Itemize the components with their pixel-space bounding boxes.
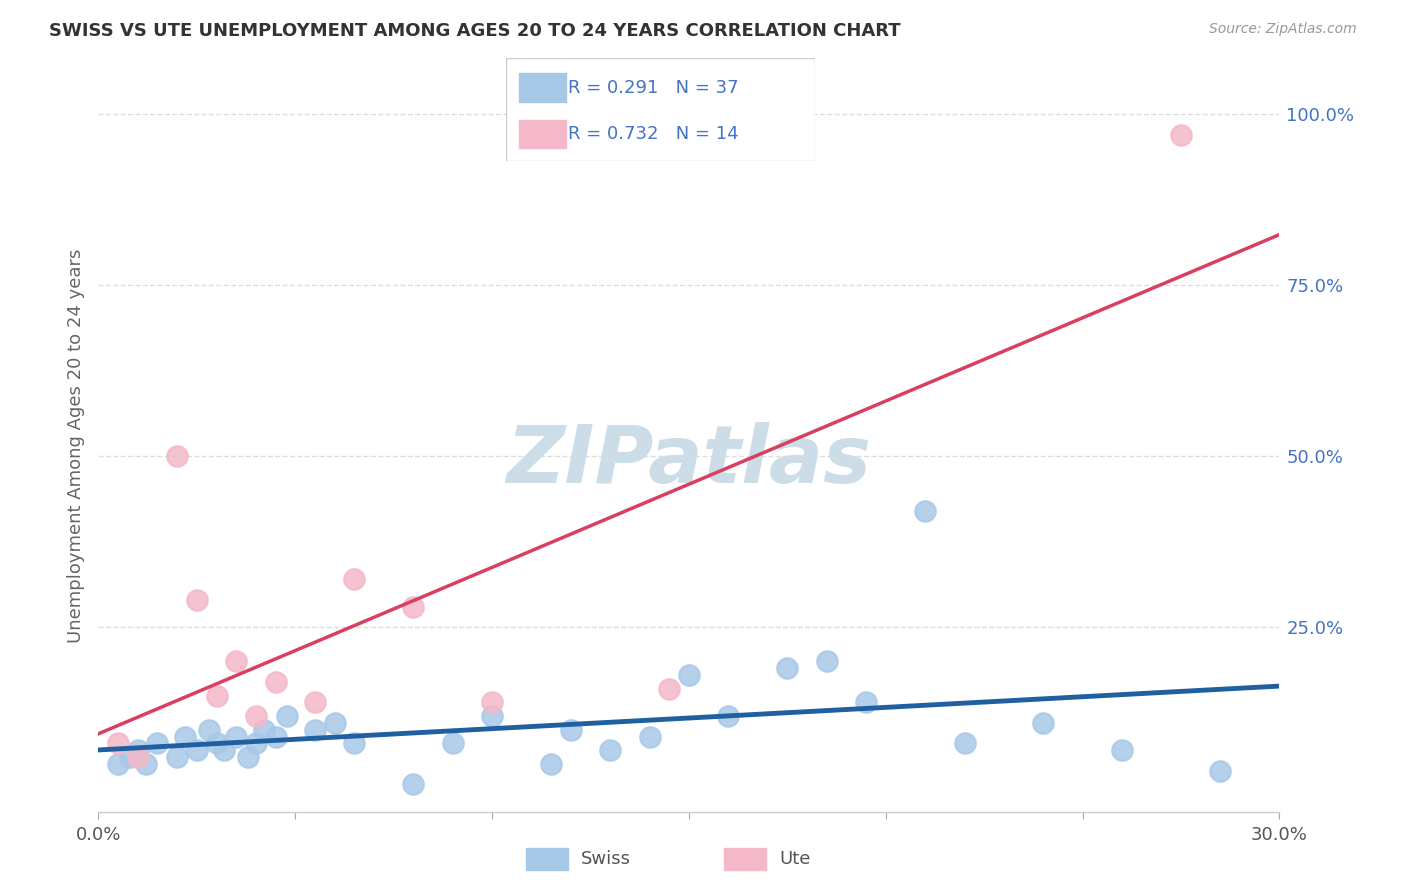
Point [245,709,267,723]
Point [225,654,247,668]
Point [264,730,287,744]
Point [276,709,298,723]
Point [717,709,740,723]
Point [166,750,188,764]
Point [205,689,228,703]
FancyBboxPatch shape [506,58,815,161]
Point [236,750,259,764]
Point [323,715,346,730]
Point [304,695,326,709]
Point [225,730,247,744]
Point [174,730,197,744]
Point [560,723,582,737]
Point [658,681,681,696]
Point [304,723,326,737]
Y-axis label: Unemployment Among Ages 20 to 24 years: Unemployment Among Ages 20 to 24 years [66,249,84,643]
Point [264,674,287,689]
Point [638,730,661,744]
Point [107,756,129,771]
Point [776,661,799,675]
Point [540,756,562,771]
Point [481,709,503,723]
Point [599,743,621,757]
FancyBboxPatch shape [519,120,567,148]
Point [402,599,425,614]
Point [815,654,838,668]
Point [855,695,877,709]
Point [245,736,267,750]
Text: SWISS VS UTE UNEMPLOYMENT AMONG AGES 20 TO 24 YEARS CORRELATION CHART: SWISS VS UTE UNEMPLOYMENT AMONG AGES 20 … [49,22,901,40]
Point [186,592,208,607]
Point [1111,743,1133,757]
Text: ZIPatlas: ZIPatlas [506,422,872,500]
Point [481,695,503,709]
FancyBboxPatch shape [526,847,568,870]
Text: Source: ZipAtlas.com: Source: ZipAtlas.com [1209,22,1357,37]
Point [914,504,936,518]
Point [1209,764,1232,778]
Text: R = 0.732   N = 14: R = 0.732 N = 14 [568,125,738,143]
Point [186,743,208,757]
FancyBboxPatch shape [519,73,567,102]
Point [402,777,425,791]
Point [343,572,366,586]
Point [107,736,129,750]
Point [127,750,149,764]
Point [253,723,276,737]
Point [197,723,219,737]
Point [135,756,157,771]
Point [205,736,228,750]
Point [441,736,464,750]
Point [678,668,700,682]
Point [118,750,141,764]
Point [1032,715,1054,730]
Point [127,743,149,757]
Point [166,449,188,463]
Point [1170,128,1192,142]
FancyBboxPatch shape [724,847,766,870]
Point [214,743,236,757]
Text: Swiss: Swiss [581,849,631,868]
Point [953,736,976,750]
Text: R = 0.291   N = 37: R = 0.291 N = 37 [568,78,738,96]
Point [146,736,169,750]
Point [343,736,366,750]
Text: Ute: Ute [779,849,810,868]
